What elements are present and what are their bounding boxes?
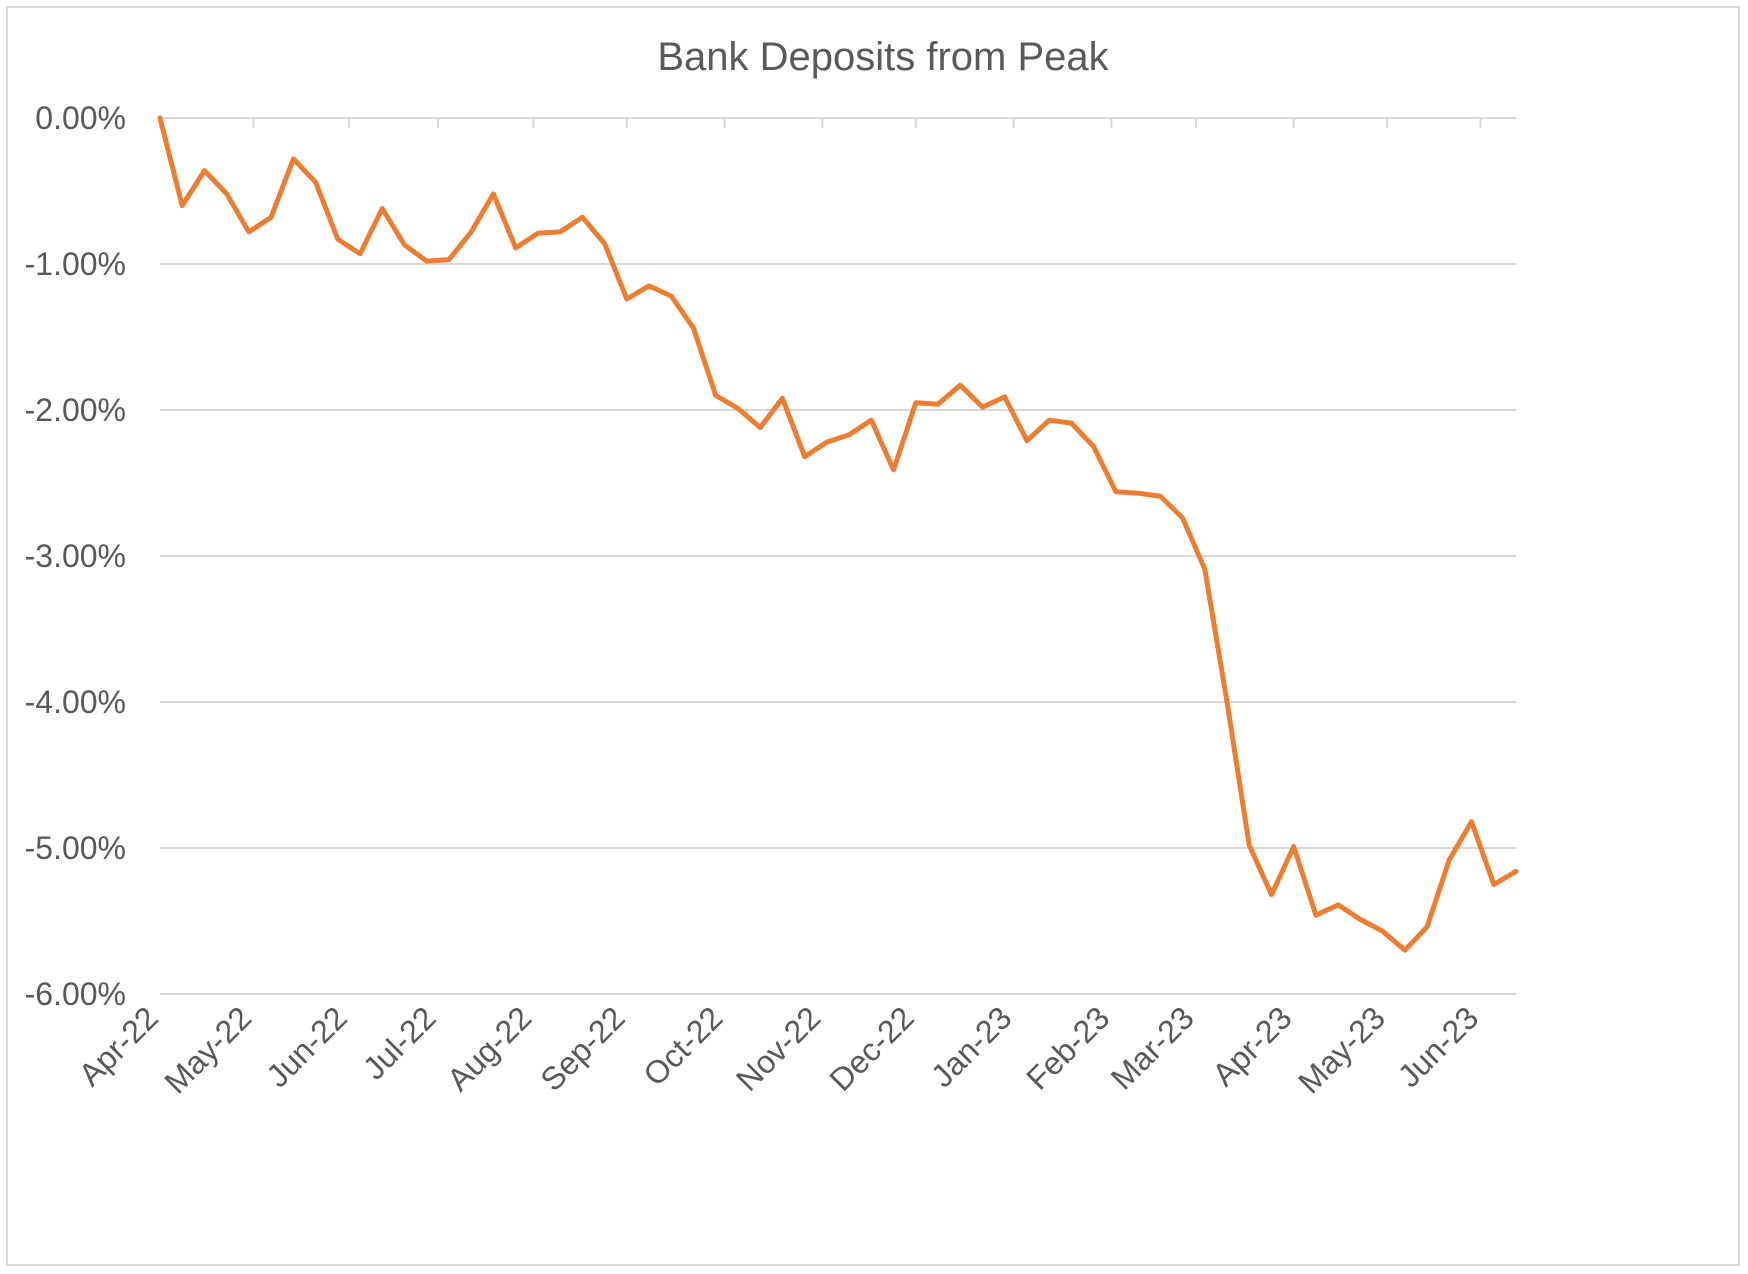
x-tick-label: May-23 [1291,999,1392,1100]
y-tick-label: 0.00% [35,100,126,136]
x-tick-label: Jun-22 [259,999,354,1094]
x-tick-label: May-22 [157,999,258,1100]
x-tick-label: Jun-23 [1391,999,1486,1094]
x-tick-label: Nov-22 [729,999,827,1097]
y-tick-label: -3.00% [25,538,126,574]
y-axis-tick-labels: 0.00% -1.00% -2.00% -3.00% -4.00% -5.00% -6.00… [25,100,126,1012]
chart-frame: Bank Deposits from Peak 0.00% -1.00% -2.00… [6,6,1740,1266]
y-tick-label: -6.00% [25,976,126,1012]
x-tick-label: Jul-22 [356,999,443,1086]
y-tick-label: -4.00% [25,684,126,720]
chart-svg: Bank Deposits from Peak 0.00% -1.00% -2.00… [25,35,1519,1100]
x-tick-label: Mar-23 [1104,999,1201,1096]
x-tick-label: Apr-22 [72,999,165,1092]
chart-title: Bank Deposits from Peak [657,35,1109,79]
x-tick-label: Aug-22 [440,999,538,1097]
y-tick-label: -2.00% [25,392,126,428]
x-tick-label: Dec-22 [822,999,920,1097]
y-tick-label: -5.00% [25,830,126,866]
x-axis-tick-marks [159,118,1482,128]
x-tick-label: Jan-23 [924,999,1019,1094]
series-layer [157,115,1519,953]
y-tick-label: -1.00% [25,246,126,282]
x-tick-label: Sep-22 [533,999,631,1097]
gridlines [160,117,1516,995]
series-line [157,115,1519,953]
x-tick-label: Apr-23 [1205,999,1298,1092]
x-tick-label: Feb-23 [1019,999,1116,1096]
x-tick-label: Oct-22 [636,999,729,1092]
